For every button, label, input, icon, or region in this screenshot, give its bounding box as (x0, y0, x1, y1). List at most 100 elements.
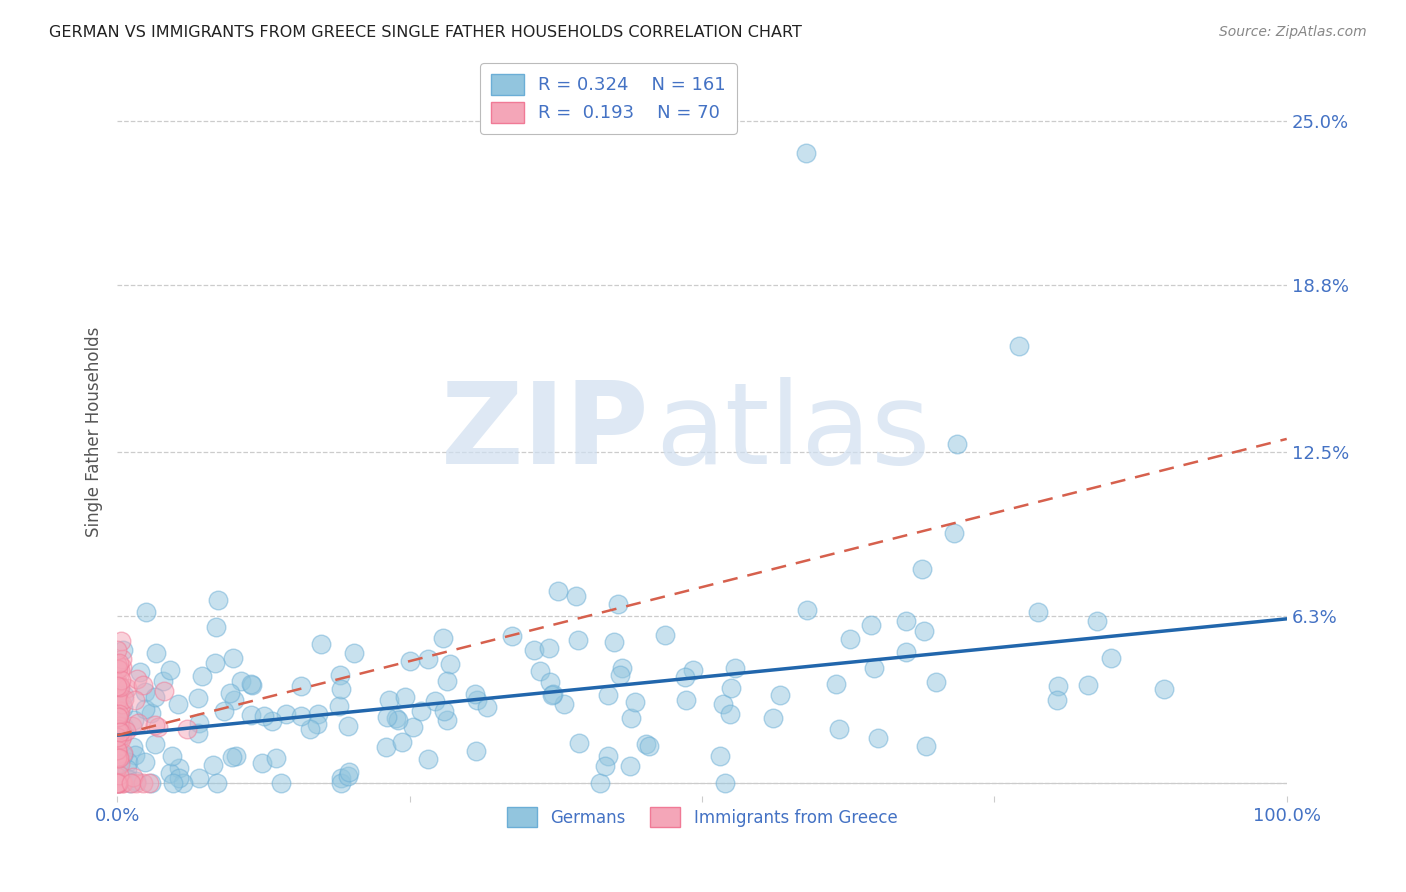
Point (105, 679, 128, 693)
Point (107, 721, 129, 735)
Point (218, 685, 240, 699)
Point (111, 651, 134, 665)
Point (139, 706, 162, 720)
Point (162, 776, 184, 790)
Point (439, 657, 461, 672)
Point (107, 768, 129, 782)
Point (309, 637, 332, 651)
Point (606, 597, 628, 611)
Point (391, 735, 413, 749)
Text: GERMAN VS IMMIGRANTS FROM GREECE SINGLE FATHER HOUSEHOLDS CORRELATION CHART: GERMAN VS IMMIGRANTS FROM GREECE SINGLE … (49, 25, 801, 40)
Point (501, 629, 523, 643)
Point (654, 628, 676, 642)
Point (111, 776, 134, 790)
Point (187, 726, 209, 740)
Point (1046, 679, 1069, 693)
Point (107, 776, 129, 790)
Point (139, 776, 162, 790)
Point (108, 731, 131, 746)
Point (107, 710, 129, 724)
Point (188, 771, 211, 785)
Point (134, 685, 156, 699)
Point (110, 673, 132, 687)
Point (541, 689, 564, 703)
Point (714, 776, 737, 790)
Point (111, 660, 134, 674)
Point (111, 776, 134, 790)
Point (111, 729, 134, 743)
Point (1007, 339, 1029, 353)
Point (394, 690, 416, 704)
Point (162, 748, 184, 763)
Point (465, 744, 488, 758)
Point (329, 771, 352, 785)
Point (418, 652, 440, 666)
Point (465, 693, 488, 707)
Point (894, 614, 917, 628)
Point (307, 706, 329, 721)
Point (125, 774, 148, 789)
Point (187, 715, 209, 730)
Point (120, 776, 142, 790)
Point (114, 724, 136, 739)
Point (108, 725, 131, 739)
Point (225, 749, 247, 764)
Point (107, 776, 129, 790)
Point (634, 737, 657, 751)
Point (152, 673, 174, 688)
Point (191, 669, 214, 683)
Point (298, 722, 321, 736)
Point (105, 722, 128, 736)
Point (399, 655, 422, 669)
Point (112, 642, 135, 657)
Point (125, 776, 148, 790)
Text: Source: ZipAtlas.com: Source: ZipAtlas.com (1219, 25, 1367, 39)
Point (1045, 693, 1067, 707)
Point (108, 751, 131, 765)
Point (794, 146, 817, 161)
Point (240, 678, 263, 692)
Point (711, 697, 734, 711)
Point (436, 714, 458, 728)
Point (111, 746, 134, 760)
Point (205, 776, 228, 790)
Point (432, 631, 454, 645)
Point (105, 750, 128, 764)
Point (337, 769, 360, 783)
Point (912, 624, 935, 638)
Point (105, 657, 128, 671)
Point (1077, 678, 1099, 692)
Point (107, 680, 129, 694)
Legend: Germans, Immigrants from Greece: Germans, Immigrants from Greece (498, 799, 905, 835)
Point (108, 756, 131, 771)
Point (187, 690, 209, 705)
Point (105, 688, 128, 702)
Point (107, 661, 129, 675)
Point (107, 662, 129, 676)
Point (547, 583, 569, 598)
Point (143, 690, 166, 705)
Point (201, 758, 224, 772)
Point (132, 678, 155, 692)
Point (143, 737, 166, 751)
Point (121, 719, 143, 733)
Point (117, 756, 139, 770)
Point (541, 687, 564, 701)
Point (1026, 605, 1049, 619)
Point (122, 713, 145, 727)
Point (108, 704, 131, 718)
Point (374, 739, 396, 754)
Point (108, 756, 131, 770)
Point (107, 776, 129, 790)
Point (838, 632, 860, 646)
Point (127, 716, 149, 731)
Point (111, 747, 134, 762)
Point (108, 750, 131, 764)
Point (107, 776, 129, 790)
Point (619, 711, 641, 725)
Point (378, 692, 401, 706)
Point (675, 693, 697, 707)
Point (124, 747, 146, 762)
Point (214, 704, 236, 718)
Point (598, 688, 620, 702)
